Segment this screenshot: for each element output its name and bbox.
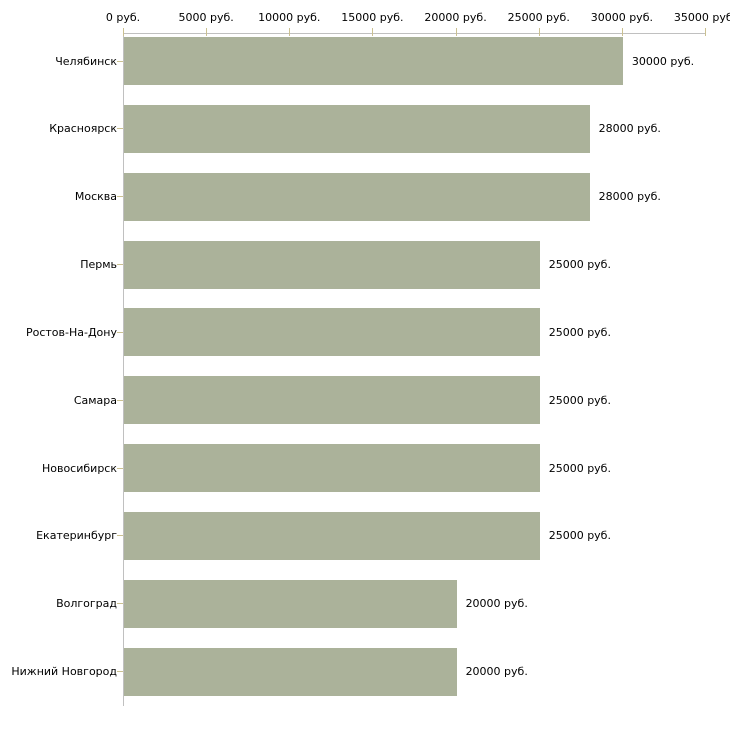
x-axis-tick — [538, 28, 540, 36]
bar — [124, 647, 457, 696]
category-label: Ростов-На-Дону — [25, 325, 117, 339]
value-label: 28000 руб. — [598, 122, 661, 136]
x-axis-tick — [372, 28, 374, 36]
bar — [124, 104, 590, 153]
value-label: 28000 руб. — [598, 190, 661, 204]
category-label: Новосибирск — [41, 461, 117, 475]
value-label: 25000 руб. — [548, 461, 611, 475]
y-axis-line — [123, 33, 124, 706]
x-axis-tick — [455, 28, 457, 36]
category-tick — [117, 196, 123, 198]
value-label: 25000 руб. — [548, 258, 611, 272]
value-label: 30000 руб. — [631, 54, 695, 68]
value-label: 25000 руб. — [548, 393, 611, 407]
x-axis-tick-label: 20000 руб. — [424, 11, 487, 24]
value-label: 20000 руб. — [465, 665, 528, 679]
value-label: 25000 руб. — [548, 325, 611, 339]
x-axis-tick-label: 5000 руб. — [178, 11, 234, 24]
x-axis-tick-label: 10000 руб. — [258, 11, 321, 24]
x-axis-line — [123, 33, 706, 34]
bar — [124, 511, 540, 560]
bar — [124, 240, 540, 289]
category-tick — [117, 331, 123, 333]
bar — [124, 444, 540, 493]
category-tick — [117, 603, 123, 605]
category-tick — [117, 264, 123, 266]
category-tick — [117, 399, 123, 401]
bar — [124, 376, 540, 425]
category-tick — [117, 60, 123, 62]
category-label: Нижний Новгород — [11, 665, 117, 679]
category-tick — [117, 671, 123, 673]
x-axis-tick — [123, 28, 124, 36]
category-tick — [117, 128, 123, 130]
x-axis-tick — [289, 28, 291, 36]
category-label: Москва — [74, 190, 117, 204]
x-axis-tick-label: 35000 руб. — [673, 11, 730, 24]
category-label: Екатеринбург — [36, 529, 117, 543]
category-label: Самара — [73, 393, 117, 407]
category-tick — [117, 535, 123, 537]
x-axis-tick — [705, 28, 706, 36]
x-axis-tick-label: 30000 руб. — [590, 11, 653, 24]
category-label: Пермь — [80, 258, 117, 272]
bar — [124, 37, 623, 85]
category-label: Красноярск — [49, 122, 117, 136]
bar — [124, 579, 457, 628]
x-axis-tick — [206, 28, 208, 36]
bar — [124, 308, 540, 357]
value-label: 20000 руб. — [465, 597, 528, 611]
x-axis-tick — [621, 28, 623, 36]
x-axis-tick-label: 25000 руб. — [507, 11, 570, 24]
category-label: Волгоград — [56, 597, 117, 611]
value-label: 25000 руб. — [548, 529, 611, 543]
category-tick — [117, 467, 123, 469]
category-label: Челябинск — [55, 54, 117, 68]
bar — [124, 172, 590, 221]
x-axis-tick-label: 15000 руб. — [341, 11, 404, 24]
x-axis-tick-label: 0 руб. — [105, 11, 141, 24]
